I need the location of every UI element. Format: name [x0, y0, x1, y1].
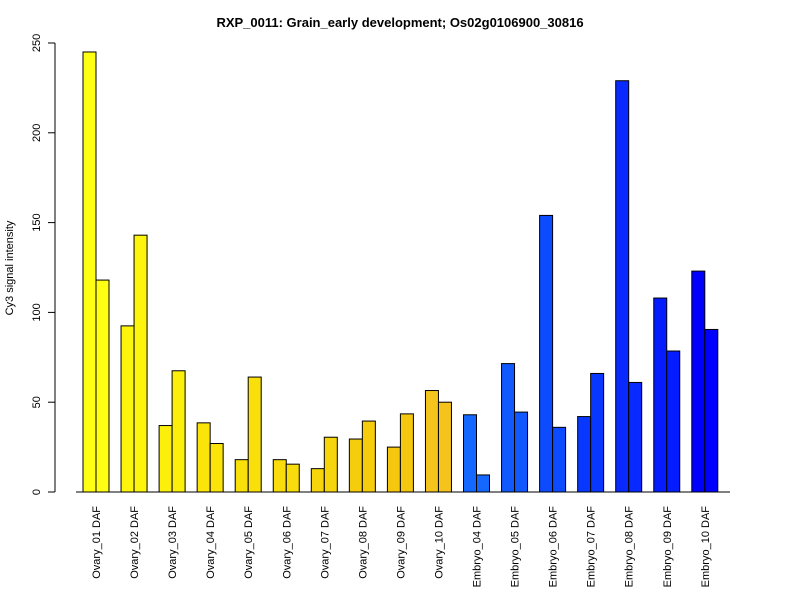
- x-tick-label: Embryo_05 DAF: [510, 506, 522, 588]
- x-tick-label: Ovary_10 DAF: [433, 506, 445, 579]
- x-tick-label: Ovary_01 DAF: [91, 506, 103, 579]
- x-tick-label: Embryo_07 DAF: [586, 506, 598, 588]
- bar: [361, 420, 376, 493]
- bar: [552, 426, 567, 493]
- y-tick-label: 150: [31, 213, 43, 231]
- y-tick-label: 0: [31, 489, 43, 495]
- chart-title: RXP_0011: Grain_early development; Os02g…: [216, 15, 583, 30]
- bar: [437, 401, 452, 493]
- bar: [323, 436, 338, 493]
- x-tick-label: Ovary_07 DAF: [319, 506, 331, 579]
- bar: [691, 270, 706, 493]
- bar: [704, 328, 719, 493]
- bar: [653, 297, 668, 493]
- x-tick-label: Ovary_05 DAF: [243, 506, 255, 579]
- bar: [234, 459, 249, 493]
- x-axis: Ovary_01 DAF Ovary_02 DAF Ovary_03 DAF Ovar…: [76, 491, 730, 588]
- bar: [501, 363, 516, 493]
- y-tick-label: 250: [31, 34, 43, 52]
- bar: [399, 413, 414, 493]
- bar: [158, 425, 173, 493]
- x-tick-label: Embryo_08 DAF: [624, 506, 636, 588]
- bar: [247, 376, 262, 493]
- x-tick-label: Ovary_04 DAF: [205, 506, 217, 579]
- bar: [285, 463, 300, 493]
- x-tick-label: Ovary_09 DAF: [395, 506, 407, 579]
- bar: [209, 443, 224, 493]
- y-tick-label: 200: [31, 124, 43, 142]
- x-tick-label: Embryo_10 DAF: [700, 506, 712, 588]
- bar: [133, 234, 148, 493]
- bar: [310, 468, 325, 493]
- bar: [514, 411, 529, 493]
- bar: [196, 422, 211, 493]
- bar: [590, 372, 605, 493]
- bar: [463, 414, 477, 493]
- x-tick-label: Ovary_02 DAF: [129, 506, 141, 579]
- bar: [539, 214, 554, 493]
- y-axis-label: Cy3 signal intensity: [4, 220, 16, 315]
- x-tick-label: Ovary_03 DAF: [167, 506, 179, 579]
- bar: [348, 438, 363, 493]
- bar: [272, 459, 287, 493]
- bar: [577, 416, 592, 493]
- bar: [95, 279, 110, 493]
- bar: [120, 325, 135, 493]
- x-tick-label: Ovary_06 DAF: [281, 506, 293, 579]
- bar: [82, 51, 97, 493]
- bar: [386, 446, 401, 493]
- x-tick-label: Embryo_06 DAF: [548, 506, 560, 588]
- x-tick-label: Embryo_04 DAF: [472, 506, 484, 588]
- bar: [615, 80, 630, 493]
- bar: [171, 370, 186, 493]
- bar: [628, 381, 643, 493]
- bar: [476, 474, 490, 493]
- y-tick-label: 100: [31, 303, 43, 321]
- bar: [666, 350, 681, 493]
- bar: [424, 390, 439, 493]
- bars-layer: [82, 51, 719, 493]
- y-axis: 0 50 100 150 200 250: [31, 34, 56, 495]
- x-tick-label: Ovary_08 DAF: [357, 506, 369, 579]
- x-tick-label: Embryo_09 DAF: [662, 506, 674, 588]
- y-tick-label: 50: [31, 396, 43, 408]
